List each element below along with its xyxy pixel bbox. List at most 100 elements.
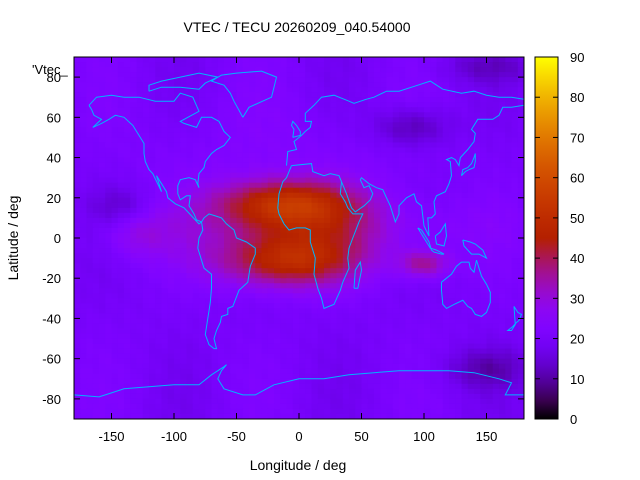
- heatmap-cell: [130, 212, 138, 219]
- heatmap-cell: [99, 273, 106, 279]
- heatmap-cell: [417, 152, 425, 159]
- heatmap-cell: [249, 127, 256, 134]
- heatmap-cell: [236, 132, 244, 139]
- heatmap-cell: [142, 142, 150, 149]
- heatmap-cell: [499, 62, 506, 68]
- heatmap-cell: [311, 162, 319, 169]
- heatmap-cell: [242, 142, 250, 149]
- heatmap-cell: [149, 263, 156, 269]
- heatmap-cell: [374, 232, 381, 239]
- heatmap-cell: [436, 112, 444, 118]
- heatmap-cell: [424, 283, 431, 289]
- heatmap-cell: [124, 102, 131, 108]
- heatmap-cell: [355, 318, 363, 325]
- heatmap-cell: [74, 403, 81, 410]
- heatmap-cell: [199, 62, 206, 68]
- heatmap-cell: [449, 167, 456, 174]
- heatmap-cell: [267, 212, 275, 219]
- heatmap-cell: [136, 378, 144, 385]
- heatmap-cell: [80, 67, 88, 73]
- heatmap-cell: [124, 323, 131, 330]
- heatmap-cell: [142, 258, 150, 264]
- heatmap-cell: [280, 253, 288, 259]
- heatmap-cell: [480, 238, 488, 244]
- heatmap-cell: [499, 212, 506, 219]
- heatmap-cell: [330, 107, 338, 113]
- heatmap-cell: [161, 192, 169, 199]
- heatmap-cell: [436, 283, 444, 289]
- heatmap-cell: [405, 227, 413, 234]
- heatmap-cell: [392, 227, 400, 234]
- heatmap-cell: [299, 253, 306, 259]
- heatmap-cell: [267, 97, 275, 103]
- heatmap-cell: [499, 102, 506, 108]
- heatmap-cell: [230, 403, 238, 410]
- heatmap-cell: [505, 298, 513, 304]
- heatmap-cell: [442, 298, 450, 304]
- heatmap-cell: [330, 288, 338, 294]
- heatmap-cell: [192, 107, 200, 113]
- heatmap-cell: [474, 137, 481, 144]
- heatmap-cell: [155, 368, 163, 375]
- heatmap-cell: [399, 182, 406, 189]
- heatmap-cell: [280, 298, 288, 304]
- heatmap-cell: [174, 102, 181, 108]
- heatmap-cell: [399, 388, 406, 395]
- heatmap-cell: [411, 243, 419, 249]
- heatmap-cell: [417, 207, 425, 214]
- heatmap-cell: [430, 393, 438, 400]
- heatmap-cell: [130, 248, 138, 254]
- heatmap-cell: [486, 353, 494, 360]
- heatmap-cell: [349, 67, 356, 73]
- heatmap-cell: [380, 328, 388, 335]
- heatmap-cell: [86, 238, 94, 244]
- heatmap-cell: [386, 147, 394, 154]
- heatmap-cell: [205, 97, 213, 103]
- heatmap-cell: [205, 62, 213, 68]
- heatmap-cell: [180, 343, 188, 350]
- heatmap-cell: [399, 107, 406, 113]
- heatmap-cell: [399, 157, 406, 164]
- heatmap-cell: [424, 373, 431, 380]
- heatmap-cell: [267, 368, 275, 375]
- heatmap-cell: [505, 192, 513, 199]
- heatmap-cell: [117, 192, 125, 199]
- heatmap-cell: [149, 172, 156, 179]
- heatmap-cell: [174, 288, 181, 294]
- heatmap-cell: [74, 147, 81, 154]
- heatmap-cell: [299, 383, 306, 390]
- heatmap-cell: [336, 62, 344, 68]
- heatmap-cell: [505, 72, 513, 78]
- heatmap-cell: [461, 243, 469, 249]
- heatmap-cell: [324, 112, 331, 118]
- heatmap-cell: [217, 258, 225, 264]
- heatmap-cell: [411, 238, 419, 244]
- heatmap-cell: [517, 182, 524, 189]
- heatmap-cell: [436, 343, 444, 350]
- heatmap-cell: [392, 308, 400, 315]
- heatmap-cell: [174, 283, 181, 289]
- heatmap-cell: [411, 288, 419, 294]
- heatmap-cell: [486, 222, 494, 229]
- heatmap-cell: [80, 147, 88, 154]
- heatmap-cell: [211, 197, 219, 204]
- heatmap-cell: [361, 132, 369, 139]
- heatmap-cell: [111, 313, 119, 320]
- heatmap-cell: [305, 278, 313, 284]
- heatmap-cell: [424, 127, 431, 134]
- heatmap-cell: [105, 398, 113, 405]
- heatmap-cell: [255, 97, 263, 103]
- heatmap-cell: [261, 197, 269, 204]
- heatmap-cell: [367, 253, 375, 259]
- heatmap-cell: [317, 117, 325, 123]
- heatmap-cell: [92, 122, 100, 128]
- heatmap-cell: [249, 162, 256, 169]
- heatmap-cell: [174, 398, 181, 405]
- heatmap-cell: [92, 152, 100, 159]
- heatmap-cell: [367, 343, 375, 350]
- heatmap-cell: [499, 258, 506, 264]
- heatmap-cell: [474, 368, 481, 375]
- heatmap-cell: [424, 248, 431, 254]
- heatmap-cell: [274, 147, 281, 154]
- heatmap-cell: [261, 248, 269, 254]
